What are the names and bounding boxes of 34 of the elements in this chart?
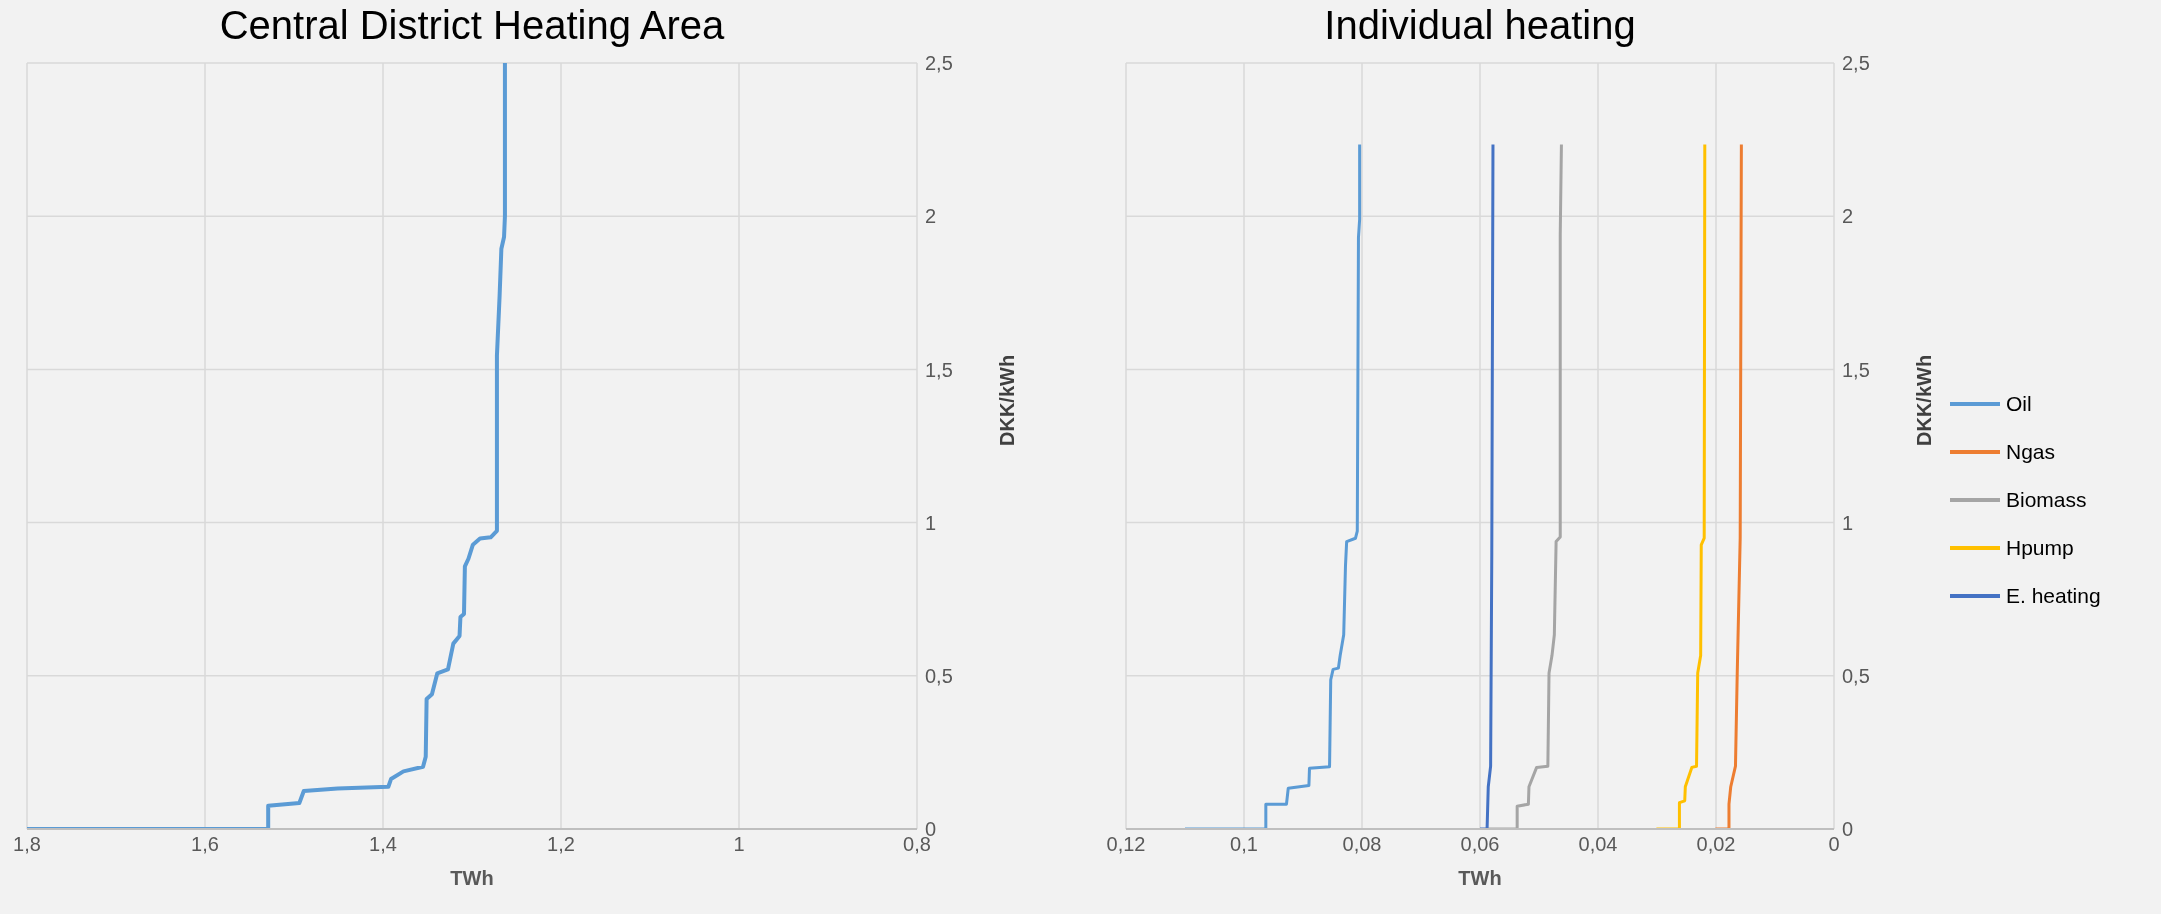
y-tick-label: 0,5 — [1842, 664, 1870, 687]
y-tick-label: 1 — [1842, 511, 1854, 534]
legend-label: E. heating — [2006, 584, 2101, 608]
y-axis-title: DKK/kWh — [1913, 354, 1936, 446]
y-tick-label: 2,5 — [1842, 52, 1870, 75]
x-tick-label: 0,12 — [1106, 833, 1146, 856]
x-tick-label: 1,8 — [13, 833, 41, 856]
y-tick-label: 2 — [925, 205, 937, 228]
y-tick-label: 1,5 — [1842, 358, 1870, 381]
x-tick-label: 0,08 — [1342, 833, 1382, 856]
legend-label: Biomass — [2006, 488, 2087, 512]
x-tick-label: 0,06 — [1460, 833, 1500, 856]
x-tick-label: 0,04 — [1578, 833, 1618, 856]
legend-label: Hpump — [2006, 536, 2074, 560]
x-tick-label: 1,6 — [191, 833, 219, 856]
x-tick-label: 0 — [1828, 833, 1840, 856]
x-tick-label: 1 — [733, 833, 745, 856]
legend-label: Ngas — [2006, 440, 2056, 464]
y-tick-label: 1 — [925, 511, 937, 534]
legend-label: Oil — [2006, 392, 2032, 416]
y-tick-label: 0 — [1842, 818, 1854, 841]
chart-title: Central District Heating Area — [218, 2, 726, 49]
y-tick-label: 1,5 — [925, 358, 953, 381]
y-tick-label: 0,5 — [925, 664, 953, 687]
y-axis-title: DKK/kWh — [996, 354, 1019, 446]
x-tick-label: 0,02 — [1696, 833, 1736, 856]
x-tick-label: 1,2 — [547, 833, 575, 856]
x-axis-title: TWh — [1458, 867, 1502, 890]
x-tick-label: 1,4 — [369, 833, 397, 856]
y-tick-label: 2,5 — [925, 52, 953, 75]
y-tick-label: 2 — [1842, 205, 1854, 228]
x-axis-title: TWh — [450, 867, 494, 890]
x-tick-label: 0,1 — [1230, 833, 1258, 856]
chart-title: Individual heating — [1323, 2, 1637, 49]
